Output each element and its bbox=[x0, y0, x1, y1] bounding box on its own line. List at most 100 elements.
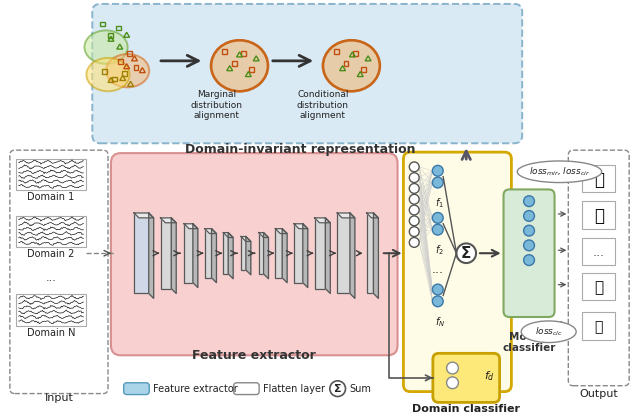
Bar bbox=[582, 201, 616, 229]
Bar bbox=[582, 312, 616, 339]
Bar bbox=[108, 33, 113, 38]
Bar bbox=[582, 273, 616, 300]
Polygon shape bbox=[228, 233, 233, 279]
Bar bbox=[16, 216, 86, 247]
Text: Sum: Sum bbox=[349, 383, 371, 394]
Bar bbox=[116, 25, 121, 30]
Bar bbox=[122, 71, 127, 76]
FancyBboxPatch shape bbox=[10, 150, 108, 393]
Text: Conditional
distribution
alignment: Conditional distribution alignment bbox=[297, 90, 349, 120]
Text: $f_N$: $f_N$ bbox=[435, 315, 445, 329]
Polygon shape bbox=[275, 229, 287, 234]
FancyBboxPatch shape bbox=[234, 383, 259, 395]
FancyBboxPatch shape bbox=[403, 152, 511, 392]
Bar bbox=[241, 237, 246, 270]
Circle shape bbox=[410, 227, 419, 237]
Text: Motion
classifier: Motion classifier bbox=[502, 332, 556, 353]
Polygon shape bbox=[205, 229, 216, 234]
Ellipse shape bbox=[211, 40, 268, 91]
Circle shape bbox=[410, 237, 419, 247]
Ellipse shape bbox=[517, 161, 602, 183]
Circle shape bbox=[410, 194, 419, 204]
FancyBboxPatch shape bbox=[111, 153, 397, 355]
Bar bbox=[161, 218, 172, 288]
Bar bbox=[127, 51, 132, 56]
Bar bbox=[361, 67, 366, 72]
Bar bbox=[294, 224, 303, 283]
Text: $loss_{clc}$: $loss_{clc}$ bbox=[534, 325, 563, 338]
Text: ...: ... bbox=[432, 264, 444, 276]
Text: Input: Input bbox=[45, 393, 74, 403]
Polygon shape bbox=[259, 233, 268, 237]
Ellipse shape bbox=[106, 54, 149, 87]
Circle shape bbox=[410, 183, 419, 193]
Polygon shape bbox=[315, 218, 330, 223]
Text: Σ: Σ bbox=[334, 383, 342, 394]
Polygon shape bbox=[374, 213, 378, 298]
Polygon shape bbox=[325, 218, 330, 293]
Circle shape bbox=[410, 162, 419, 172]
Circle shape bbox=[410, 216, 419, 226]
FancyBboxPatch shape bbox=[504, 189, 555, 317]
Bar bbox=[250, 67, 254, 72]
Circle shape bbox=[524, 210, 534, 221]
Bar bbox=[100, 22, 105, 27]
Text: Flatten layer: Flatten layer bbox=[263, 383, 325, 394]
Bar bbox=[112, 76, 117, 81]
Text: Domain-invariant representation: Domain-invariant representation bbox=[185, 143, 415, 156]
Circle shape bbox=[524, 225, 534, 236]
Text: Output: Output bbox=[579, 389, 618, 399]
Circle shape bbox=[433, 212, 443, 223]
Text: Domain classifier: Domain classifier bbox=[412, 404, 520, 414]
Ellipse shape bbox=[521, 321, 576, 342]
Bar bbox=[275, 229, 282, 278]
Polygon shape bbox=[337, 213, 355, 218]
Text: Σ: Σ bbox=[461, 246, 472, 261]
Circle shape bbox=[433, 177, 443, 188]
Circle shape bbox=[433, 284, 443, 295]
Polygon shape bbox=[241, 237, 251, 242]
Circle shape bbox=[524, 255, 534, 266]
Circle shape bbox=[524, 240, 534, 251]
Text: 🤚: 🤚 bbox=[594, 207, 604, 225]
FancyBboxPatch shape bbox=[433, 353, 500, 403]
Bar bbox=[184, 224, 193, 283]
Bar bbox=[102, 69, 107, 73]
Polygon shape bbox=[246, 237, 251, 275]
Polygon shape bbox=[282, 229, 287, 283]
Text: $f_2$: $f_2$ bbox=[435, 244, 444, 257]
Text: Marginal
distribution
alignment: Marginal distribution alignment bbox=[191, 90, 243, 120]
Text: ...: ... bbox=[593, 246, 605, 259]
Polygon shape bbox=[212, 229, 216, 283]
Bar bbox=[353, 51, 358, 56]
Circle shape bbox=[433, 224, 443, 235]
FancyBboxPatch shape bbox=[92, 4, 522, 143]
Text: $f_d$: $f_d$ bbox=[484, 369, 495, 383]
Ellipse shape bbox=[84, 30, 127, 64]
Bar bbox=[241, 51, 246, 56]
Circle shape bbox=[524, 196, 534, 207]
Text: Domain 2: Domain 2 bbox=[28, 249, 75, 259]
Circle shape bbox=[433, 296, 443, 307]
Text: $f_1$: $f_1$ bbox=[435, 196, 444, 210]
Bar bbox=[344, 61, 348, 66]
Circle shape bbox=[447, 362, 458, 374]
Polygon shape bbox=[193, 224, 198, 288]
Polygon shape bbox=[350, 213, 355, 298]
Bar bbox=[134, 65, 138, 70]
Text: Domain N: Domain N bbox=[27, 328, 76, 338]
Bar bbox=[118, 59, 123, 64]
Bar bbox=[134, 213, 148, 293]
Bar bbox=[337, 213, 350, 293]
Text: 👅: 👅 bbox=[595, 320, 603, 334]
FancyBboxPatch shape bbox=[568, 150, 629, 386]
Ellipse shape bbox=[86, 58, 129, 91]
Circle shape bbox=[410, 205, 419, 215]
Polygon shape bbox=[367, 213, 378, 218]
Text: ...: ... bbox=[45, 273, 56, 283]
Bar bbox=[315, 218, 325, 288]
Polygon shape bbox=[303, 224, 308, 288]
Bar bbox=[582, 165, 616, 193]
Circle shape bbox=[410, 173, 419, 183]
Text: ✋: ✋ bbox=[594, 171, 604, 188]
